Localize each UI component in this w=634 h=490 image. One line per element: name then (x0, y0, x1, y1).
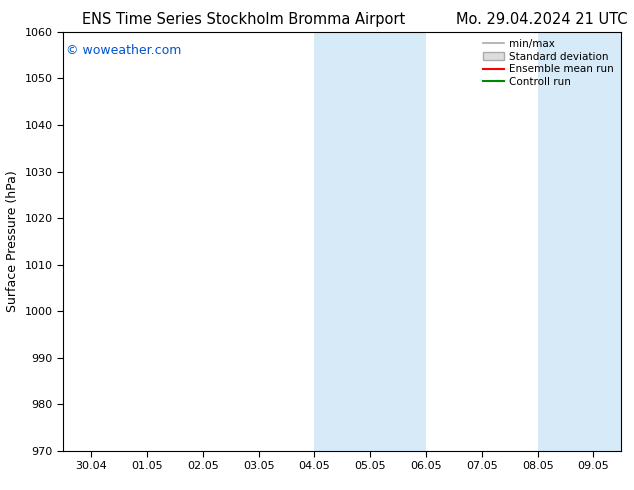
Text: © woweather.com: © woweather.com (66, 45, 181, 57)
Text: ENS Time Series Stockholm Bromma Airport: ENS Time Series Stockholm Bromma Airport (82, 12, 406, 27)
Text: Mo. 29.04.2024 21 UTC: Mo. 29.04.2024 21 UTC (456, 12, 628, 27)
Y-axis label: Surface Pressure (hPa): Surface Pressure (hPa) (6, 171, 19, 312)
Bar (538, 32, 621, 451)
Bar (314, 32, 426, 451)
Legend: min/max, Standard deviation, Ensemble mean run, Controll run: min/max, Standard deviation, Ensemble me… (481, 37, 616, 89)
